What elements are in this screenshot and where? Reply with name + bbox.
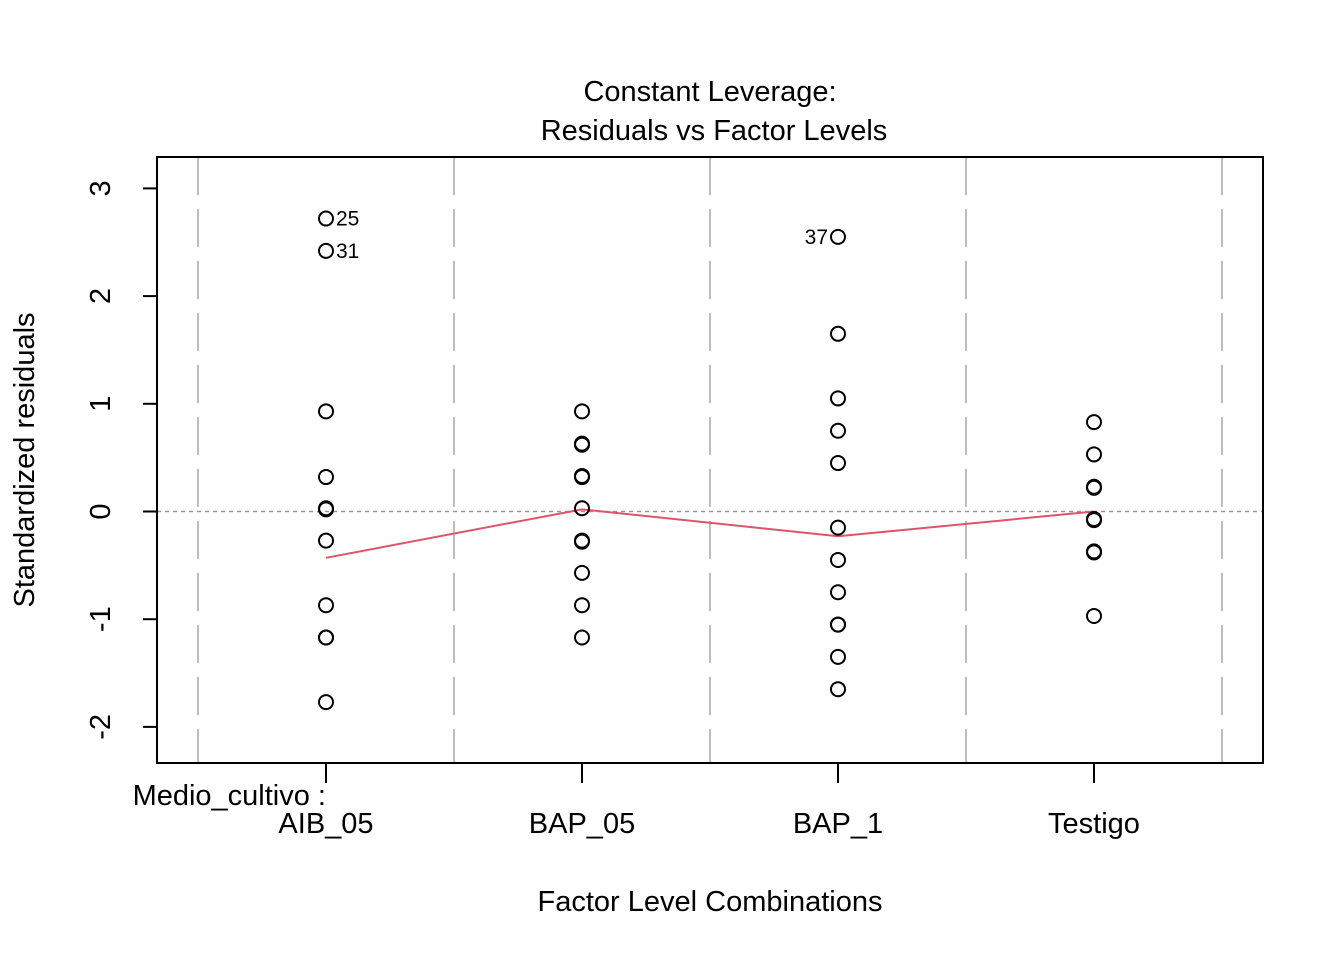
residual-point (1086, 512, 1102, 529)
residual-point (830, 390, 846, 407)
y-tick-label: 3 (85, 180, 117, 196)
residual-point (1086, 607, 1102, 624)
residual-point (318, 242, 334, 259)
chart-title-line2: Residuals vs Factor Levels (541, 115, 888, 147)
residual-point (830, 648, 846, 665)
y-axis-title: Standardized residuals (9, 312, 41, 607)
residual-point (318, 694, 334, 711)
residual-points (318, 210, 1102, 711)
y-tick-label: 1 (85, 396, 117, 412)
residual-point (318, 597, 334, 614)
residual-point (830, 325, 846, 342)
y-axis: -2 -1 0 1 2 3 (85, 180, 158, 740)
residual-point (318, 469, 334, 486)
chart-title-line1: Constant Leverage: (583, 76, 836, 108)
x-axis: AIB_05 BAP_05 BAP_1 Testigo (278, 763, 1140, 840)
residual-point (574, 564, 590, 581)
x-tick-label: Testigo (1048, 808, 1140, 840)
factor-prefix-label: Medio_cultivo : (133, 780, 326, 812)
residual-point (830, 681, 846, 698)
residual-point (574, 469, 590, 486)
point-label: 31 (336, 240, 359, 263)
level-dividers (197, 157, 1223, 763)
residual-point (1086, 479, 1102, 496)
residual-point (574, 500, 590, 517)
y-tick-label: 2 (85, 288, 117, 304)
residual-point (830, 228, 846, 245)
residual-point (318, 403, 334, 420)
x-tick-label: BAP_05 (529, 808, 635, 840)
residual-point (574, 533, 590, 550)
residual-point (1086, 414, 1102, 431)
residual-point (830, 616, 846, 633)
x-axis-title: Factor Level Combinations (538, 886, 883, 918)
residual-point (830, 519, 846, 536)
smoother-line (325, 508, 1095, 559)
y-tick-label: -1 (85, 606, 117, 632)
residual-point (318, 532, 334, 549)
residual-point (574, 403, 590, 420)
residual-point (830, 551, 846, 568)
residual-point (830, 584, 846, 601)
residual-point (574, 436, 590, 453)
point-label: 25 (336, 208, 359, 231)
residual-point (1086, 446, 1102, 463)
residual-point (318, 210, 334, 227)
residual-point (830, 422, 846, 439)
y-tick-label: -2 (85, 714, 117, 740)
residual-point (830, 455, 846, 472)
outlier-labels: 25 31 37 (336, 208, 828, 263)
residual-point (574, 597, 590, 614)
residual-point (318, 629, 334, 646)
residual-point (318, 501, 334, 518)
x-tick-label: BAP_1 (793, 808, 883, 840)
residual-point (574, 629, 590, 646)
y-tick-label: 0 (85, 503, 117, 519)
point-label: 37 (805, 226, 828, 249)
x-tick-label: AIB_05 (278, 808, 373, 840)
residual-point (1086, 544, 1102, 561)
